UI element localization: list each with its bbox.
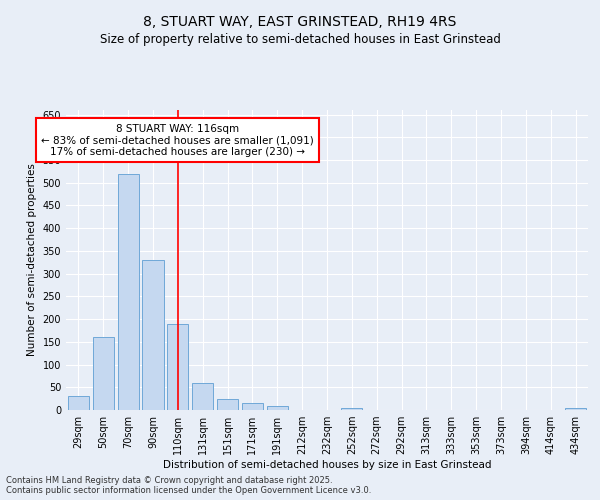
- Bar: [93, 338, 114, 410]
- Y-axis label: Number of semi-detached properties: Number of semi-detached properties: [27, 164, 37, 356]
- Bar: [565, 408, 586, 410]
- Bar: [68, 396, 89, 410]
- Text: 8, STUART WAY, EAST GRINSTEAD, RH19 4RS: 8, STUART WAY, EAST GRINSTEAD, RH19 4RS: [143, 15, 457, 29]
- Bar: [118, 174, 139, 410]
- Bar: [267, 406, 288, 410]
- Text: 8 STUART WAY: 116sqm
← 83% of semi-detached houses are smaller (1,091)
17% of se: 8 STUART WAY: 116sqm ← 83% of semi-detac…: [41, 124, 314, 157]
- Text: Size of property relative to semi-detached houses in East Grinstead: Size of property relative to semi-detach…: [100, 32, 500, 46]
- Bar: [242, 403, 263, 410]
- Text: Contains HM Land Registry data © Crown copyright and database right 2025.
Contai: Contains HM Land Registry data © Crown c…: [6, 476, 371, 495]
- Bar: [341, 408, 362, 410]
- Bar: [192, 382, 213, 410]
- Bar: [167, 324, 188, 410]
- Bar: [217, 398, 238, 410]
- Bar: [142, 260, 164, 410]
- X-axis label: Distribution of semi-detached houses by size in East Grinstead: Distribution of semi-detached houses by …: [163, 460, 491, 470]
